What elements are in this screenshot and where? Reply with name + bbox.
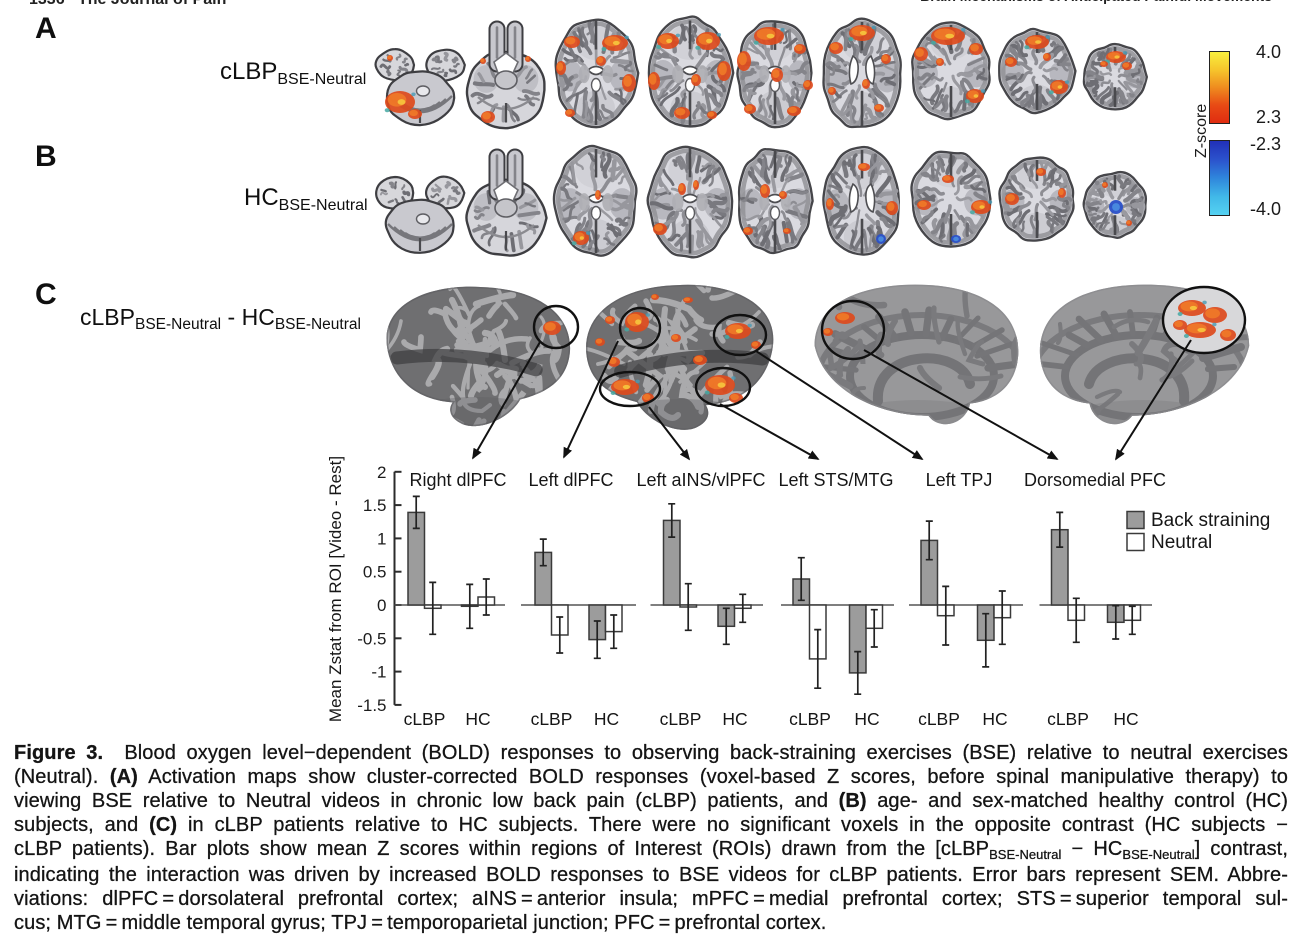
svg-text:Right dlPFC: Right dlPFC bbox=[409, 470, 506, 490]
svg-text:HC: HC bbox=[982, 709, 1007, 729]
svg-text:Back straining: Back straining bbox=[1151, 510, 1270, 531]
svg-text:cLBP: cLBP bbox=[531, 709, 573, 729]
svg-text:cLBP: cLBP bbox=[404, 709, 446, 729]
svg-text:0: 0 bbox=[377, 596, 386, 615]
svg-text:Dorsomedial PFC: Dorsomedial PFC bbox=[1024, 470, 1166, 490]
svg-text:Mean Zstat from ROI [Video - R: Mean Zstat from ROI [Video - Rest] bbox=[326, 456, 345, 722]
svg-text:0.5: 0.5 bbox=[363, 563, 387, 582]
svg-text:HC: HC bbox=[465, 709, 490, 729]
svg-text:Left dlPFC: Left dlPFC bbox=[528, 470, 613, 490]
svg-text:cLBP: cLBP bbox=[660, 709, 702, 729]
svg-text:1.5: 1.5 bbox=[363, 496, 387, 515]
svg-text:HC: HC bbox=[854, 709, 879, 729]
svg-text:-1.5: -1.5 bbox=[357, 696, 386, 715]
svg-text:2: 2 bbox=[377, 463, 386, 482]
svg-text:cLBP: cLBP bbox=[918, 709, 960, 729]
svg-text:cLBP: cLBP bbox=[789, 709, 831, 729]
svg-text:HC: HC bbox=[1113, 709, 1138, 729]
svg-text:-1: -1 bbox=[371, 663, 386, 682]
svg-text:HC: HC bbox=[594, 709, 619, 729]
svg-text:cLBP: cLBP bbox=[1047, 709, 1089, 729]
svg-text:Left TPJ: Left TPJ bbox=[926, 470, 993, 490]
svg-text:Left aINS/vlPFC: Left aINS/vlPFC bbox=[636, 470, 765, 490]
svg-text:1: 1 bbox=[377, 529, 386, 548]
svg-text:HC: HC bbox=[722, 709, 747, 729]
svg-text:Left STS/MTG: Left STS/MTG bbox=[778, 470, 893, 490]
svg-text:Neutral: Neutral bbox=[1151, 532, 1212, 553]
svg-text:-0.5: -0.5 bbox=[357, 629, 386, 648]
